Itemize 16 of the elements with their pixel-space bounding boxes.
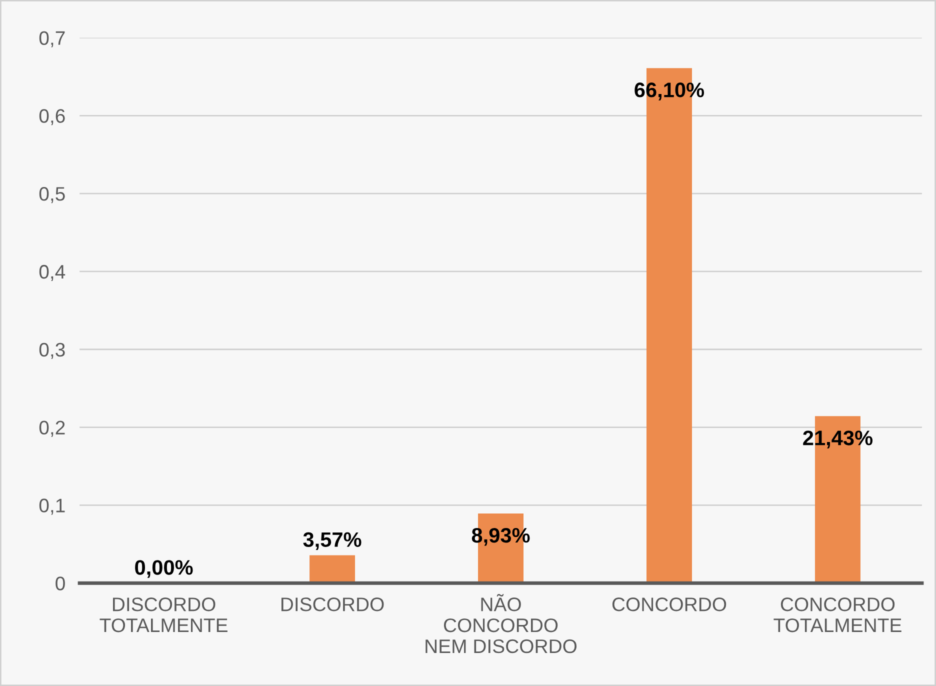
y-tick-label: 0,3: [39, 342, 65, 359]
x-tick-label: DISCORDO TOTALMENTE: [100, 598, 228, 632]
data-label: 0,00%: [135, 560, 193, 578]
x-tick-label: DISCORDO: [281, 598, 384, 612]
x-tick-label: NÃO CONCORDO NEM DISCORDO: [426, 594, 577, 654]
x-tick-label: CONCORDO: [612, 598, 726, 612]
y-tick-label: 0: [56, 576, 65, 590]
y-tick-label: 0,1: [39, 498, 65, 515]
x-tick-label: CONCORDO TOTALMENTE: [774, 598, 902, 632]
bar: [310, 555, 356, 584]
y-tick-label: 0,4: [39, 264, 66, 281]
data-label: 3,57%: [303, 532, 362, 550]
y-tick-label: 0,6: [39, 109, 65, 126]
y-tick-label: 0,7: [39, 31, 65, 48]
y-tick-label: 0,2: [39, 420, 65, 437]
y-tick-label: 0,5: [39, 187, 65, 204]
